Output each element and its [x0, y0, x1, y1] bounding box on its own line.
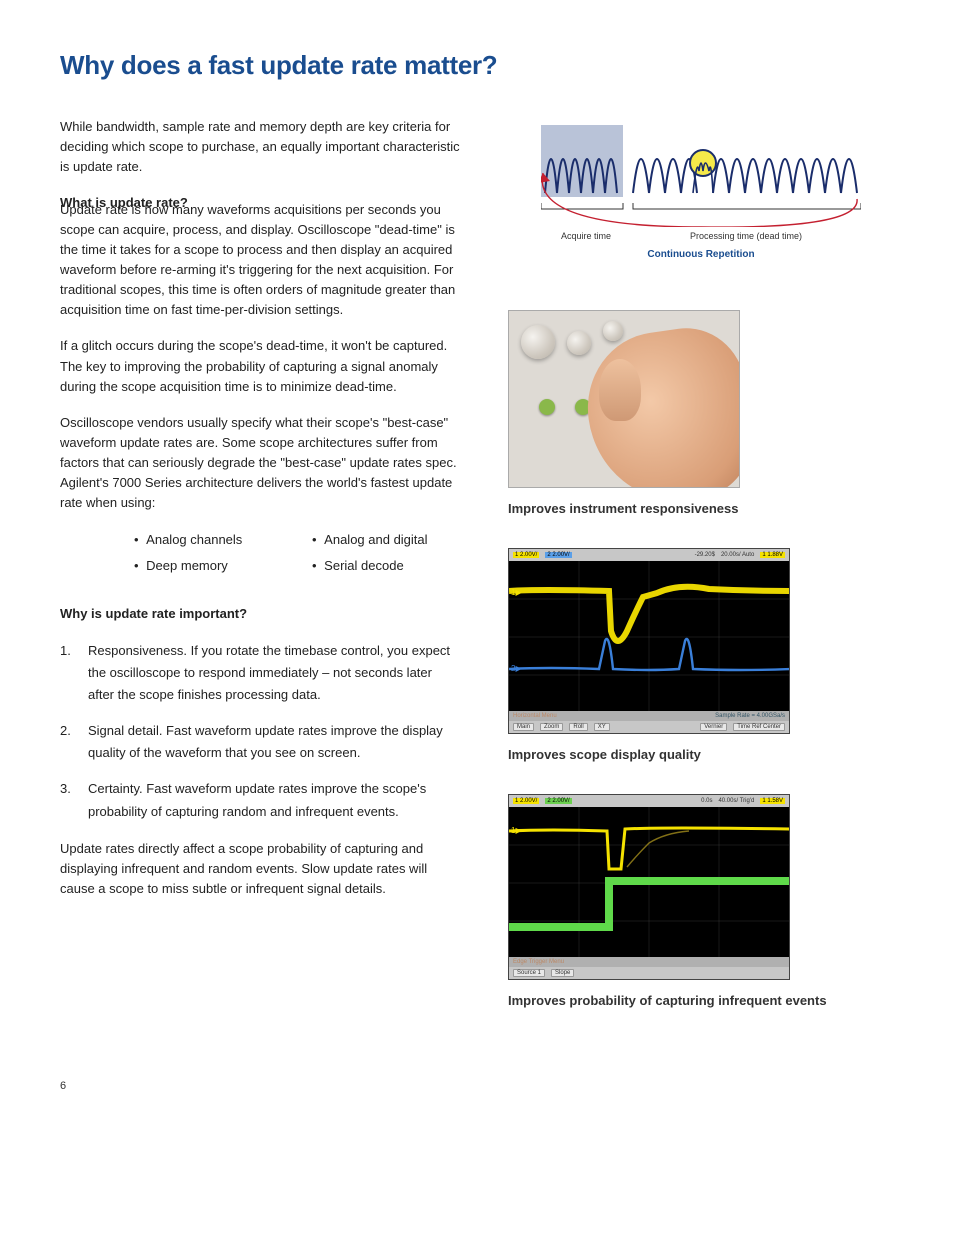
softkey-vernier[interactable]: Vernier — [700, 723, 727, 731]
intro-paragraph: While bandwidth, sample rate and memory … — [60, 117, 460, 177]
page-title: Why does a fast update rate matter? — [60, 50, 894, 81]
softkey-roll[interactable]: Roll — [569, 723, 587, 731]
knob-icon — [521, 325, 555, 359]
paragraph-glitch: If a glitch occurs during the scope's de… — [60, 336, 460, 396]
svg-text:2▶: 2▶ — [511, 664, 522, 673]
scope-display-quality: 1 2.00V/ 2 2.00V/ -29.20$ 20.00s/ Auto 1… — [508, 548, 790, 734]
list-item: 3.Certainty. Fast waveform update rates … — [60, 778, 460, 822]
scope-topbar: 1 2.00V/ 2 2.00V/ 0.0s 40.00s/ Trig'd 1 … — [509, 795, 789, 807]
control-knob-photo — [508, 310, 740, 488]
figure-column: Acquire time Processing time (dead time)… — [508, 117, 894, 1040]
processing-time-label: Processing time (dead time) — [631, 231, 861, 241]
list-item: 1.Responsiveness. If you rotate the time… — [60, 640, 460, 706]
feature-deep-memory: Deep memory — [134, 556, 282, 576]
list-text-3: Certainty. Fast waveform update rates im… — [88, 778, 460, 822]
softkey-main[interactable]: Main — [513, 723, 534, 731]
feature-bullet-grid: Analog channels Analog and digital Deep … — [60, 530, 460, 576]
thumb-icon — [599, 359, 641, 421]
trace-yellow — [509, 828, 790, 869]
trace-green — [509, 881, 790, 927]
caption-display-quality: Improves scope display quality — [508, 744, 894, 766]
feature-analog-digital: Analog and digital — [312, 530, 460, 550]
list-item: 2.Signal detail. Fast waveform update ra… — [60, 720, 460, 764]
trace-yellow-ghost — [627, 831, 689, 867]
feature-serial-decode: Serial decode — [312, 556, 460, 576]
feature-analog-channels: Analog channels — [134, 530, 282, 550]
scope-topbar: 1 2.00V/ 2 2.00V/ -29.20$ 20.00s/ Auto 1… — [509, 549, 789, 561]
acquire-time-label: Acquire time — [541, 231, 631, 241]
scope-softkey-bar: Main Zoom Roll XY Vernier Time Ref Cente… — [509, 721, 789, 733]
trace-blue — [509, 639, 790, 670]
softkey-source[interactable]: Source 1 — [513, 969, 545, 977]
list-text-2: Signal detail. Fast waveform update rate… — [88, 720, 460, 764]
scope-status-bar: Edge Trigger Menu — [509, 957, 789, 967]
trace-yellow — [509, 587, 790, 641]
acquire-processing-diagram: Acquire time Processing time (dead time)… — [541, 117, 861, 260]
body-text-column: While bandwidth, sample rate and memory … — [60, 117, 460, 1040]
scope-status-bar: Horizontal Menu Sample Rate = 4.00GSa/s — [509, 711, 789, 721]
softkey-zoom[interactable]: Zoom — [540, 723, 563, 731]
paragraph-definition: Update rate is how many waveforms acquis… — [60, 200, 460, 321]
scope-softkey-bar: Source 1 Slope — [509, 967, 789, 979]
caption-responsiveness: Improves instrument responsiveness — [508, 498, 894, 520]
caption-infrequent-events: Improves probability of capturing infreq… — [508, 990, 894, 1012]
knob-icon — [603, 321, 623, 341]
svg-text:2▶: 2▶ — [511, 922, 522, 931]
numbered-list: 1.Responsiveness. If you rotate the time… — [60, 640, 460, 823]
subheading-why-important: Why is update rate important? — [60, 604, 460, 624]
knob-icon — [567, 331, 591, 355]
svg-text:1▶: 1▶ — [511, 826, 522, 835]
continuous-repetition-label: Continuous Repetition — [541, 249, 861, 260]
button-icon — [539, 399, 555, 415]
paragraph-conclusion: Update rates directly affect a scope pro… — [60, 839, 460, 899]
paragraph-vendors: Oscilloscope vendors usually specify wha… — [60, 413, 460, 514]
list-text-1: Responsiveness. If you rotate the timeba… — [88, 640, 460, 706]
softkey-slope[interactable]: Slope — [551, 969, 574, 977]
softkey-xy[interactable]: XY — [594, 723, 610, 731]
svg-text:1▶: 1▶ — [511, 588, 522, 597]
softkey-timeref[interactable]: Time Ref Center — [733, 723, 785, 731]
scope-infrequent-events: 1 2.00V/ 2 2.00V/ 0.0s 40.00s/ Trig'd 1 … — [508, 794, 790, 980]
page-number: 6 — [60, 1080, 894, 1092]
